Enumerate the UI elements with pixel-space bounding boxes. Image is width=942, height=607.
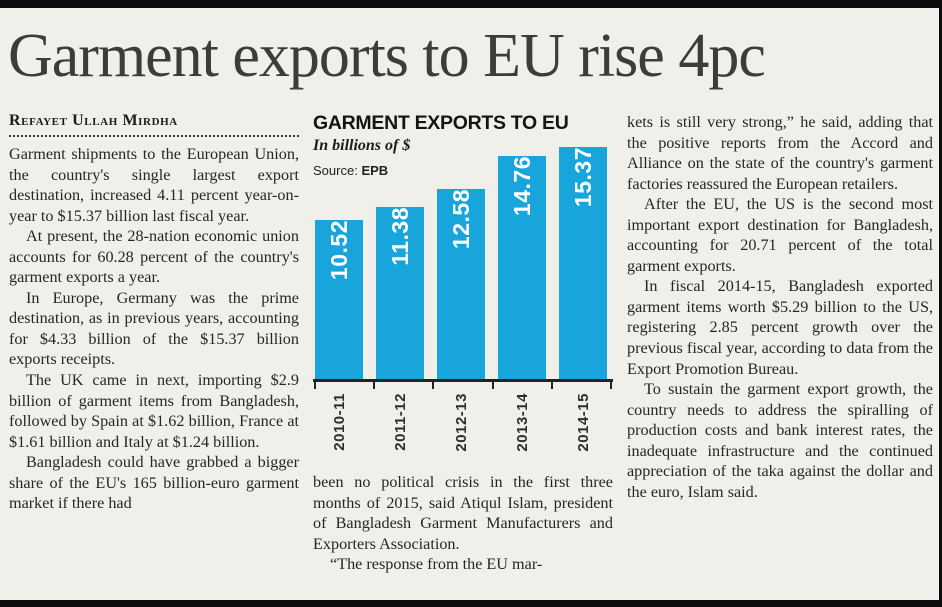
axis-tick: [491, 382, 494, 389]
bar-2014-15: 15.37: [559, 147, 607, 379]
article-paragraph: After the EU, the US is the second most …: [627, 195, 933, 275]
article-paragraph: The UK came in next, importing $2.9 bill…: [9, 371, 299, 451]
column-middle: GARMENT EXPORTS TO EU In billions of $ S…: [313, 112, 613, 598]
bar-value-label: 11.38: [386, 207, 413, 266]
article-paragraph: To sustain the garment export growth, th…: [627, 380, 933, 501]
bar-value-label: 15.37: [569, 147, 596, 208]
article-paragraph: At present, the 28-nation economic union…: [9, 227, 299, 287]
bar-2011-12: 11.38: [376, 207, 424, 379]
byline-divider: [9, 135, 299, 137]
article-headline: Garment exports to EU rise 4pc: [8, 22, 766, 90]
axis-tick: [373, 382, 376, 389]
chart-subtitle: In billions of $: [313, 137, 411, 154]
x-axis-label: 2011-12: [376, 393, 424, 467]
chart-bars: 10.52 11.38 12.58 14.76 15.37: [313, 145, 613, 382]
chart-source-value: EPB: [361, 163, 389, 178]
chart-title: GARMENT EXPORTS TO EU: [313, 112, 569, 134]
article-paragraph: Bangladesh could have grabbed a bigger s…: [9, 453, 299, 513]
page-right-edge: [939, 0, 942, 607]
chart-source-label: Source:: [313, 163, 358, 178]
page-bottom-edge: [0, 600, 942, 607]
axis-tick: [432, 382, 435, 389]
chart-source: Source: EPB: [313, 163, 613, 178]
x-axis-label-text: 2010-11: [330, 393, 348, 451]
page-top-edge: [0, 0, 942, 8]
axis-tick: [550, 382, 553, 389]
x-axis-label-text: 2014-15: [574, 393, 592, 452]
bar-2013-14: 14.76: [498, 156, 546, 379]
column-right: kets is still very strong,” he said, add…: [627, 112, 933, 598]
x-axis-label: 2013-14: [498, 393, 546, 467]
x-axis-label-text: 2011-12: [391, 393, 409, 451]
article-paragraph: “The response from the EU mar-: [330, 555, 543, 574]
garment-exports-chart: GARMENT EXPORTS TO EU In billions of $ S…: [313, 112, 613, 468]
article-paragraph: kets is still very strong,” he said, add…: [627, 113, 933, 193]
article-paragraph: In Europe, Germany was the prime destina…: [9, 288, 299, 369]
x-axis-label: 2014-15: [559, 393, 607, 467]
axis-tick: [609, 382, 612, 389]
x-axis-label-text: 2012-13: [452, 393, 470, 452]
article-paragraph: In fiscal 2014-15, Bangladesh exported g…: [627, 277, 933, 378]
x-axis-ticks: [313, 382, 613, 389]
bar-value-label: 14.76: [508, 156, 535, 217]
byline: Refayet Ullah Mirdha: [9, 112, 178, 129]
bar-value-label: 10.52: [325, 220, 352, 281]
article-paragraph: been no political crisis in the first th…: [313, 473, 613, 553]
bar-value-label: 12.58: [447, 189, 474, 250]
x-axis-label: 2012-13: [437, 393, 485, 467]
x-axis-labels: 2010-11 2011-12 2012-13 2013-14 2014-15: [313, 393, 617, 467]
axis-tick: [314, 382, 316, 389]
bar-2012-13: 12.58: [437, 189, 485, 379]
x-axis-label: 2010-11: [315, 393, 363, 467]
article-body: Refayet Ullah Mirdha Garment shipments t…: [9, 112, 933, 598]
bar-2010-11: 10.52: [315, 220, 363, 379]
article-paragraph: Garment shipments to the European Union,…: [9, 145, 299, 225]
x-axis-label-text: 2013-14: [513, 393, 531, 452]
column-left: Refayet Ullah Mirdha Garment shipments t…: [9, 112, 299, 598]
